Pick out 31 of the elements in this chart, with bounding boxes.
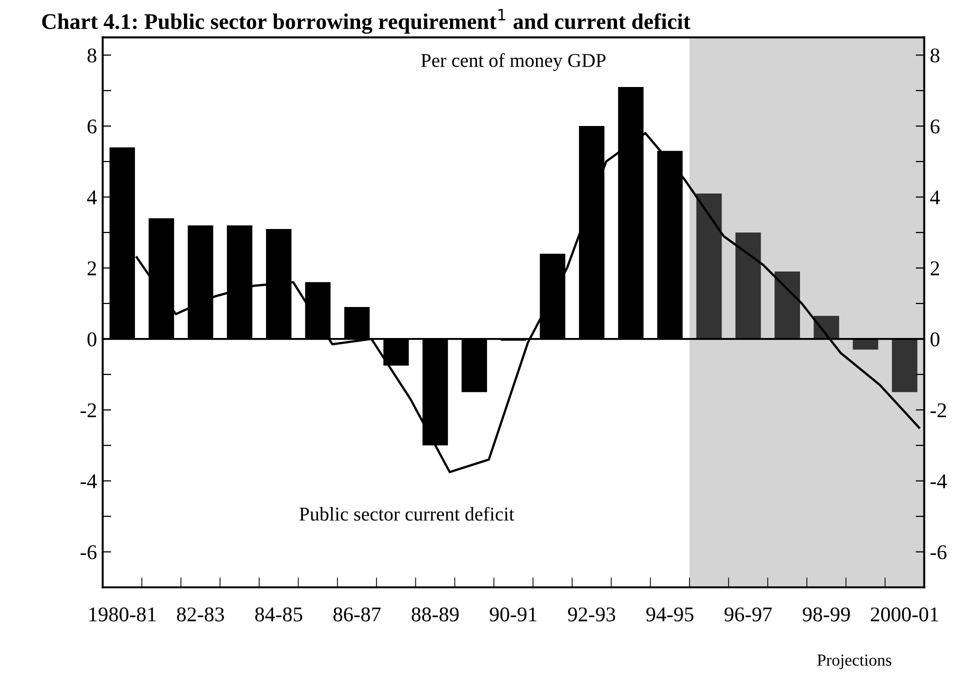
y2-tick-label: 8	[930, 48, 940, 63]
y-tick-label: 2	[88, 261, 96, 276]
y-tick-label: 8	[88, 48, 96, 63]
y2-tick-label: 2	[930, 261, 940, 276]
text: Projections	[817, 654, 892, 670]
y-tick-label: 0	[88, 332, 96, 346]
x-tick-label: 98-99	[802, 607, 850, 622]
y2-tick-label: 4	[930, 190, 940, 204]
x-tick-label: 86-87	[333, 607, 381, 622]
y2-tick-label: -4	[930, 474, 947, 488]
x-tick-label: 94-95	[646, 607, 694, 622]
y2-tick-label: 0	[930, 332, 940, 346]
annotation: Per cent of money GDP	[421, 53, 606, 72]
x-tick-label: 90-91	[490, 607, 537, 622]
annotation: Public sector current deficit	[299, 506, 514, 521]
x-tick-label: 1980-81	[89, 607, 156, 622]
x-tick-label: 82-83	[176, 607, 224, 622]
x-tick-label: 92-93	[568, 607, 616, 622]
y2-tick-label: -6	[930, 545, 946, 560]
chart-title: Chart 4.1: Public sector borrowing requirement$^{1}$ and current deficit	[42, 9, 690, 34]
x-tick-label: 2000-01	[870, 607, 938, 622]
x-tick-label: 96-97	[724, 607, 772, 622]
y2-tick-label: -2	[930, 403, 946, 418]
y-tick-label: -6	[80, 545, 97, 560]
y-tick-label: 4	[87, 190, 97, 204]
y2-tick-label: 6	[930, 119, 940, 134]
x-tick-label: 84-85	[255, 607, 302, 622]
y-tick-label: -4	[80, 474, 97, 488]
y-tick-label: 6	[88, 119, 97, 134]
x-tick-label: 88-89	[412, 607, 459, 622]
y-tick-label: -2	[80, 403, 96, 418]
